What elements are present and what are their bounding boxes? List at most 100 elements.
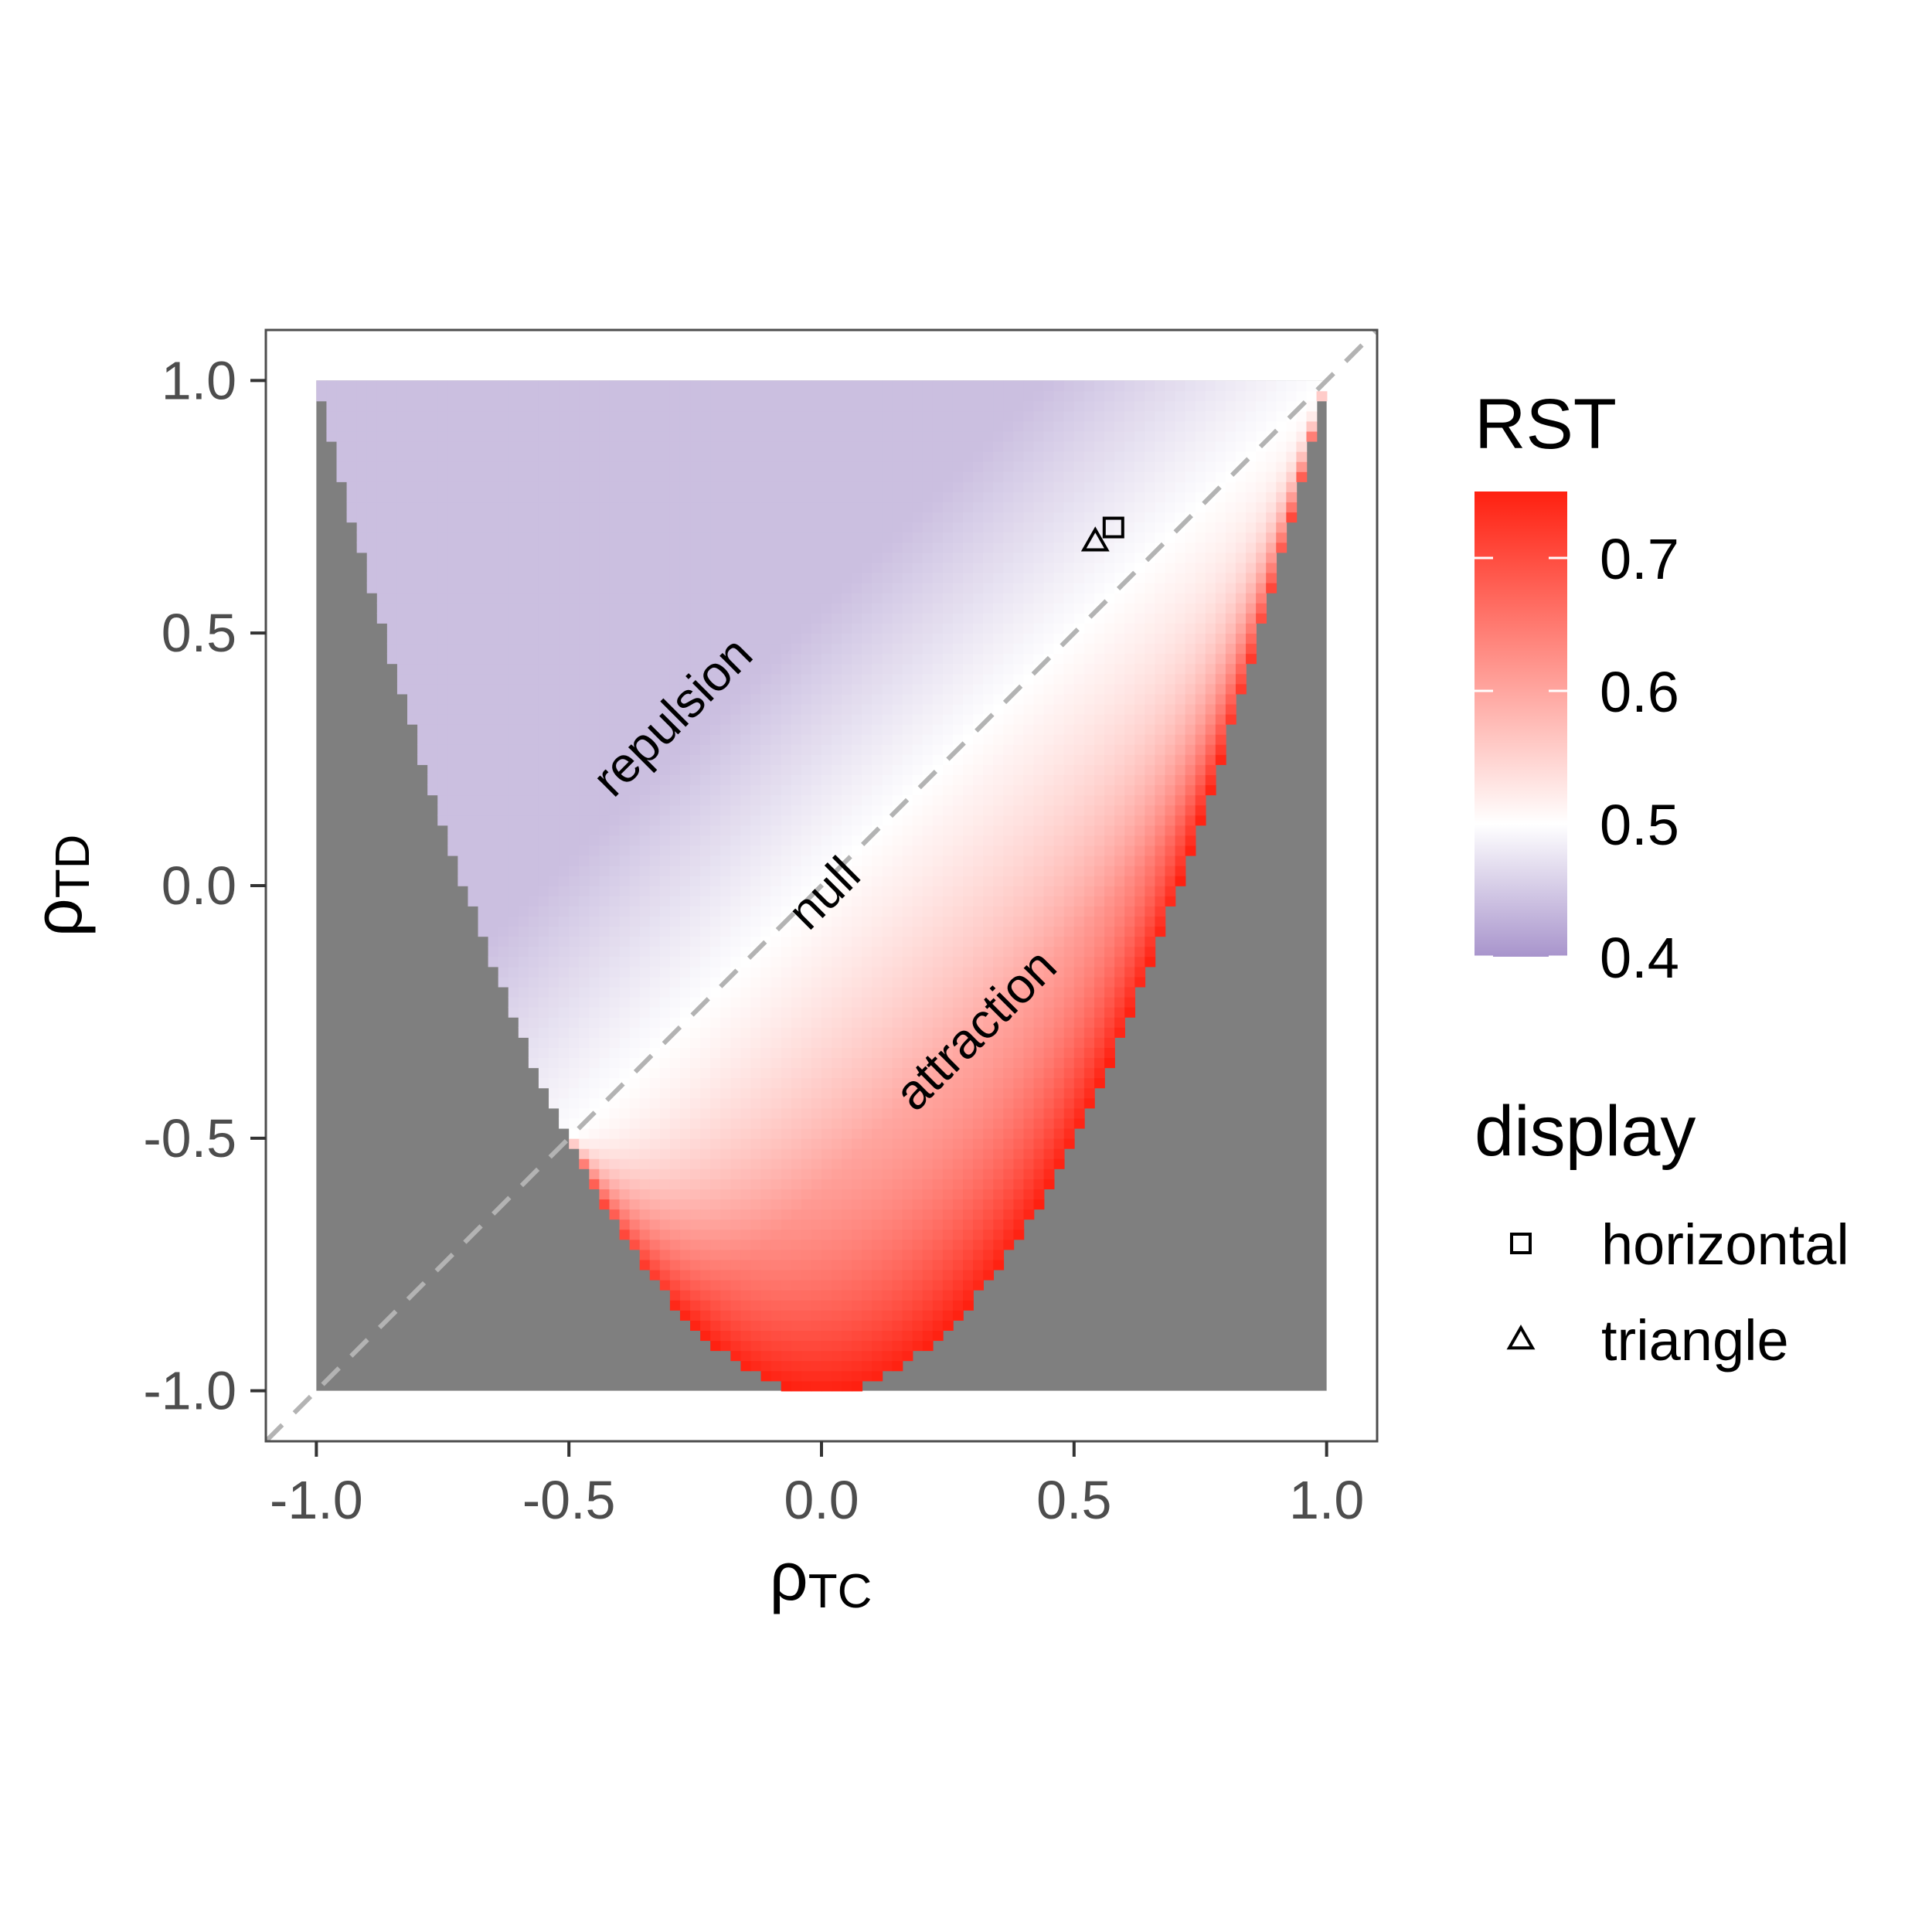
heatmap-cell xyxy=(579,956,590,968)
heatmap-cell xyxy=(770,1148,782,1159)
heatmap-cell xyxy=(872,1249,883,1260)
heatmap-cell xyxy=(730,855,742,866)
heatmap-cell xyxy=(922,906,934,917)
heatmap-cell xyxy=(821,784,832,796)
heatmap-cell xyxy=(508,512,519,523)
heatmap-cell xyxy=(801,1199,812,1210)
heatmap-cell xyxy=(842,380,853,392)
heatmap-cell xyxy=(912,461,923,472)
heatmap-cell xyxy=(619,1067,631,1079)
heatmap-cell xyxy=(639,440,651,452)
heatmap-cell xyxy=(821,1107,832,1119)
heatmap-cell xyxy=(528,522,539,533)
heatmap-cell xyxy=(569,754,580,765)
heatmap-cell xyxy=(559,380,570,392)
heatmap-cell xyxy=(963,410,974,422)
heatmap-cell xyxy=(376,602,388,614)
heatmap-cell xyxy=(407,430,418,442)
heatmap-cell xyxy=(589,643,600,655)
heatmap-cell xyxy=(862,572,873,583)
heatmap-cell xyxy=(811,723,822,735)
heatmap-cell xyxy=(872,1117,883,1129)
heatmap-cell xyxy=(963,956,974,968)
heatmap-cell xyxy=(740,865,752,876)
heatmap-cell xyxy=(407,552,418,563)
heatmap-cell xyxy=(842,906,853,917)
heatmap-cell xyxy=(386,451,398,462)
heatmap-cell xyxy=(750,512,762,523)
heatmap-cell xyxy=(862,784,873,796)
heatmap-cell xyxy=(579,916,590,927)
heatmap-cell xyxy=(376,492,388,503)
heatmap-cell xyxy=(801,1037,812,1048)
heatmap-cell xyxy=(579,492,590,503)
heatmap-cell xyxy=(639,1138,651,1149)
heatmap-cell xyxy=(922,663,934,675)
heatmap-cell xyxy=(417,582,428,594)
heatmap-cell xyxy=(508,1006,519,1018)
heatmap-cell xyxy=(760,1299,772,1311)
heatmap-cell xyxy=(569,815,580,826)
heatmap-cell xyxy=(862,1229,873,1240)
heatmap-cell xyxy=(679,774,691,786)
heatmap-cell xyxy=(528,1006,539,1018)
heatmap-cell xyxy=(922,703,934,715)
heatmap-cell xyxy=(488,815,499,826)
heatmap-cell xyxy=(952,875,964,886)
heatmap-cell xyxy=(569,532,580,543)
heatmap-cell xyxy=(559,865,570,876)
heatmap-cell xyxy=(942,1269,954,1281)
heatmap-cell xyxy=(599,1138,611,1149)
heatmap-cell xyxy=(801,572,812,583)
heatmap-cell xyxy=(862,643,873,655)
heatmap-cell xyxy=(952,1249,964,1260)
heatmap-cell xyxy=(832,451,842,462)
heatmap-cell xyxy=(902,916,913,927)
heatmap-cell xyxy=(549,380,560,392)
heatmap-cell xyxy=(468,896,479,906)
heatmap-cell xyxy=(366,502,378,513)
heatmap-cell xyxy=(447,461,459,472)
heatmap-cell xyxy=(407,512,418,523)
heatmap-cell xyxy=(629,451,641,462)
heatmap-cell xyxy=(427,440,439,452)
heatmap-cell xyxy=(952,410,964,422)
heatmap-cell xyxy=(811,1320,822,1331)
heatmap-cell xyxy=(649,956,661,968)
heatmap-cell xyxy=(679,1037,691,1048)
heatmap-cell xyxy=(649,562,661,573)
heatmap-cell xyxy=(538,693,549,705)
heatmap-cell xyxy=(832,602,842,614)
heatmap-cell xyxy=(932,522,944,533)
heatmap-cell xyxy=(952,1087,964,1099)
heatmap-cell xyxy=(457,380,469,392)
heatmap-cell xyxy=(619,845,631,856)
heatmap-cell xyxy=(842,1279,853,1291)
heatmap-cell xyxy=(932,1006,944,1018)
heatmap-cell xyxy=(437,743,449,755)
heatmap-cell xyxy=(862,663,873,675)
heatmap-cell xyxy=(356,400,368,412)
heatmap-cell xyxy=(973,562,984,573)
heatmap-cell xyxy=(528,845,539,856)
heatmap-cell xyxy=(882,1107,893,1119)
heatmap-cell xyxy=(791,451,802,462)
heatmap-cell xyxy=(619,733,631,745)
heatmap-cell xyxy=(912,1330,923,1342)
heatmap-cell xyxy=(518,774,529,786)
heatmap-cell xyxy=(882,1179,893,1189)
heatmap-cell xyxy=(912,1219,923,1230)
heatmap-cell xyxy=(417,542,428,553)
heatmap-cell xyxy=(659,492,671,503)
heatmap-cell xyxy=(669,926,681,937)
heatmap-cell xyxy=(750,865,762,876)
heatmap-cell xyxy=(478,440,489,452)
heatmap-cell xyxy=(892,906,903,917)
heatmap-cell xyxy=(760,804,772,816)
heatmap-cell xyxy=(396,653,408,665)
heatmap-cell xyxy=(407,410,418,422)
heatmap-cell xyxy=(852,774,863,786)
heatmap-cell xyxy=(862,1209,873,1220)
heatmap-cell xyxy=(902,1320,913,1331)
heatmap-cell xyxy=(963,430,974,442)
